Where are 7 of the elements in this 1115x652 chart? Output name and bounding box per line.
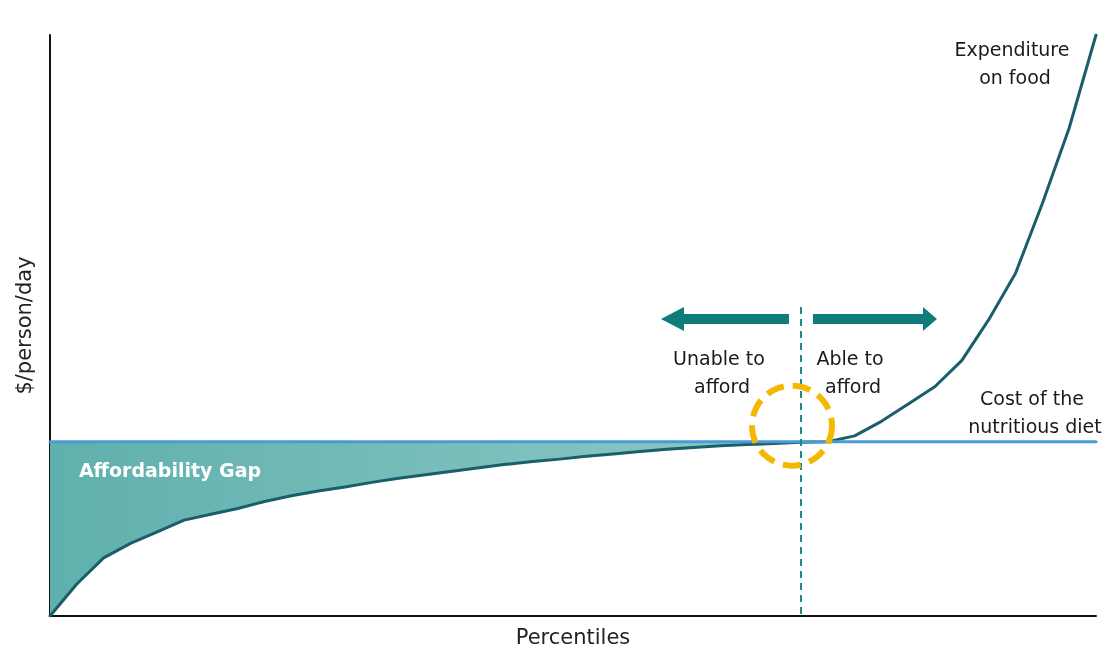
y-axis-title: $/person/day <box>11 256 36 395</box>
annotation: Affordability Gap <box>78 459 262 481</box>
annotation: Able to afford <box>816 347 890 397</box>
annotation: Unable to afford <box>673 347 771 397</box>
annotation: Expenditure on food <box>954 38 1076 88</box>
annotation: Cost of the nutritious diet <box>968 387 1102 437</box>
x-axis-title: Percentiles <box>515 624 631 649</box>
